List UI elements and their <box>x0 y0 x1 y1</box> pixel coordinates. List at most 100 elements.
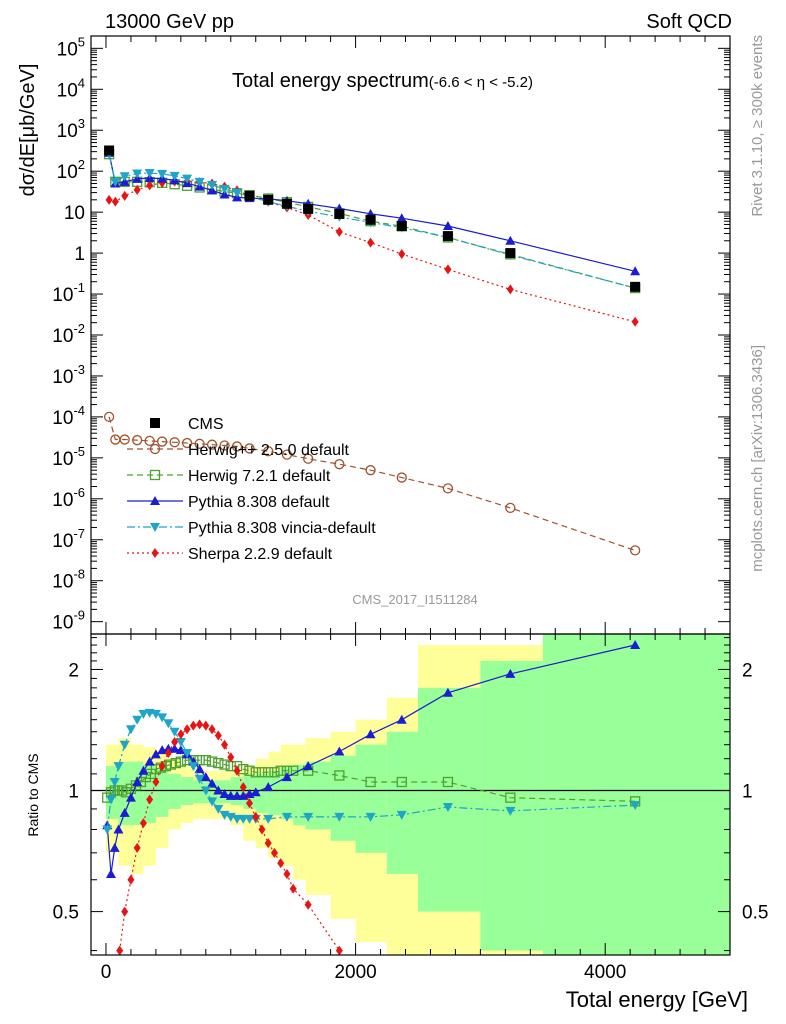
series-line <box>108 416 636 551</box>
y-tick-label-exponent: 3 <box>78 116 85 131</box>
data-point <box>206 439 218 450</box>
data-point <box>252 811 260 822</box>
data-point <box>119 740 130 750</box>
legend-entry: CMS <box>150 416 224 433</box>
data-point <box>442 220 453 230</box>
data-point <box>505 502 516 514</box>
data-point <box>227 752 235 763</box>
data-point <box>150 418 160 428</box>
legend-label: Herwig++ 2.5.0 default <box>188 442 350 459</box>
y-tick-label: 10-5 <box>52 444 85 470</box>
data-point <box>263 782 274 792</box>
main-panel-frame <box>90 35 731 635</box>
data-point <box>175 738 186 748</box>
y-tick-label: 10 <box>64 203 85 224</box>
data-point <box>219 440 230 451</box>
y-tick-label: 10-6 <box>52 485 85 511</box>
data-point <box>258 824 266 835</box>
data-point <box>444 264 452 275</box>
data-point <box>109 778 120 788</box>
data-point <box>200 772 211 782</box>
series-herwig-2-5-0-default <box>103 411 641 556</box>
data-point <box>281 449 293 460</box>
y-tick-label: 10-9 <box>52 608 85 634</box>
data-point <box>119 172 130 182</box>
data-point <box>125 725 136 735</box>
data-point <box>396 810 407 820</box>
data-point <box>169 743 180 753</box>
data-point <box>335 226 343 237</box>
data-point <box>365 214 376 225</box>
data-point <box>442 483 454 494</box>
ratio-panel-axes: 0 2000 4000 2 2 1 1 0.5 0.5 <box>53 634 768 983</box>
data-point <box>127 874 135 885</box>
data-point <box>396 472 407 483</box>
ratio-y-tick-label-right: 2 <box>742 660 753 681</box>
data-point <box>194 764 205 774</box>
data-point <box>396 213 407 223</box>
data-point <box>250 787 261 797</box>
legend-entry: Sherpa 2.2.9 default <box>127 546 333 563</box>
legend-label: Sherpa 2.2.9 default <box>188 546 333 563</box>
data-point <box>175 745 186 755</box>
data-point <box>119 434 130 445</box>
band-green-bin <box>330 755 356 841</box>
data-point <box>219 189 230 199</box>
data-point <box>219 184 230 194</box>
series-line <box>108 154 636 289</box>
data-point <box>169 727 180 737</box>
y-tick-label-base: 10 <box>52 531 73 552</box>
series-sherpa-2-2-9-default <box>116 719 343 955</box>
y-tick-label-base: 10 <box>57 121 78 142</box>
plot-title-main: Total energy spectrum <box>232 70 429 92</box>
data-point <box>156 436 168 447</box>
y-tick-label-base: 10 <box>52 490 73 511</box>
data-point <box>256 767 268 778</box>
y-tick-label-exponent: -4 <box>73 403 85 418</box>
y-tick-label-exponent: -5 <box>73 444 85 459</box>
data-point <box>194 177 205 187</box>
data-point <box>303 761 314 771</box>
data-point <box>442 776 454 788</box>
mcplots-label: mcplots.cern.ch [arXiv:1306.3436] <box>749 345 766 572</box>
y-tick-label-exponent: -3 <box>73 362 85 377</box>
y-tick-label-exponent: 4 <box>78 75 85 90</box>
data-point <box>102 825 113 835</box>
data-point <box>171 737 179 748</box>
y-axis-label-main: dσ/dE[μb/GeV] <box>17 64 39 197</box>
data-point <box>398 249 406 260</box>
data-point <box>263 194 274 205</box>
data-point <box>181 437 193 449</box>
data-point <box>505 806 516 816</box>
data-point <box>105 795 116 805</box>
y-tick-label-exponent: -8 <box>73 567 85 582</box>
legend: CMS Herwig++ 2.5.0 default Herwig 7.2.1 de… <box>127 416 376 563</box>
data-point <box>194 774 205 784</box>
band-green-bin <box>193 780 206 804</box>
data-point <box>144 435 155 447</box>
plot-title-range: (-6.6 < η < -5.2) <box>429 74 533 91</box>
y-tick-label: 10-3 <box>52 362 85 388</box>
y-tick-label-base: 10 <box>52 408 73 429</box>
data-point <box>206 756 218 767</box>
band-green-bin <box>480 660 543 951</box>
data-point <box>169 437 180 448</box>
data-point <box>189 720 197 731</box>
data-point <box>239 782 247 793</box>
data-point <box>365 776 376 788</box>
y-tick-label-base: 10 <box>52 285 73 306</box>
data-point <box>146 180 154 191</box>
y-tick-label-exponent: -6 <box>73 485 85 500</box>
data-point <box>194 438 205 449</box>
series-pythia-8-308-default <box>104 147 641 276</box>
data-point <box>200 786 211 796</box>
y-tick-label-exponent: -2 <box>73 321 85 336</box>
y-tick-label-base: 10 <box>57 39 78 60</box>
data-point <box>133 842 141 853</box>
ratio-y-tick-label: 0.5 <box>53 903 79 924</box>
data-point <box>505 668 516 678</box>
data-point <box>277 858 285 869</box>
data-point <box>202 720 210 731</box>
y-axis-label-ratio: Ratio to CMS <box>25 753 41 836</box>
data-point <box>213 785 224 795</box>
